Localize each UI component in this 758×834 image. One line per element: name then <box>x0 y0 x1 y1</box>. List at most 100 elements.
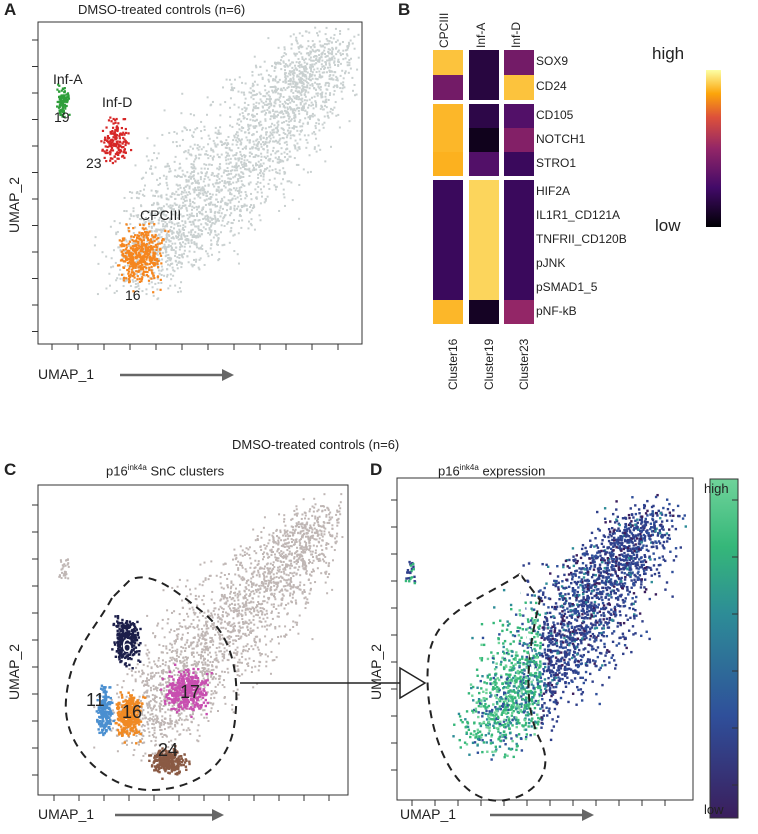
cell <box>331 48 334 51</box>
cell <box>217 259 220 262</box>
cell <box>183 204 186 207</box>
cell <box>180 254 183 257</box>
cell <box>136 216 139 219</box>
cell <box>239 583 242 586</box>
cell <box>178 256 181 259</box>
cell <box>233 554 236 557</box>
cell <box>165 235 168 238</box>
cell <box>326 39 329 42</box>
cell <box>316 67 319 70</box>
cell <box>180 645 183 648</box>
cell <box>265 131 268 134</box>
cell <box>336 524 339 527</box>
cell <box>267 542 270 545</box>
cell <box>315 137 318 140</box>
cell <box>180 237 183 240</box>
cell <box>284 556 287 559</box>
cell <box>153 152 156 155</box>
cell <box>185 199 188 202</box>
cell <box>264 635 267 638</box>
cell <box>306 598 309 601</box>
cell <box>292 61 295 64</box>
cell <box>241 655 244 658</box>
cell <box>190 653 193 656</box>
cell <box>258 172 261 175</box>
cell <box>331 50 334 53</box>
cell <box>344 57 347 60</box>
cell <box>153 230 156 233</box>
cell <box>282 167 285 170</box>
cell <box>327 98 330 101</box>
cell <box>240 120 243 123</box>
cell <box>201 187 204 190</box>
cell <box>255 130 258 133</box>
cell <box>193 243 196 246</box>
cell <box>212 692 215 695</box>
cell <box>174 649 177 652</box>
cell <box>180 233 183 236</box>
cell <box>299 78 302 81</box>
cell <box>314 100 317 103</box>
cell <box>61 94 64 97</box>
cell <box>228 241 231 244</box>
cell <box>183 235 186 238</box>
cell <box>232 176 235 179</box>
cell <box>231 143 234 146</box>
cell <box>155 230 158 233</box>
cell <box>309 50 312 53</box>
cell <box>318 58 321 61</box>
cell <box>251 146 254 149</box>
cell <box>193 662 196 665</box>
cell <box>295 522 298 525</box>
cell <box>301 45 304 48</box>
cell <box>152 202 155 205</box>
cell <box>283 204 286 207</box>
cell <box>156 247 159 250</box>
cell <box>195 225 198 228</box>
cell <box>280 87 283 90</box>
cell <box>276 158 279 161</box>
cell <box>280 598 283 601</box>
cell <box>252 125 255 128</box>
cell <box>312 50 315 53</box>
cell <box>234 158 237 161</box>
cell <box>214 221 217 224</box>
cell <box>190 163 193 166</box>
cell <box>318 40 321 43</box>
cell <box>177 224 180 227</box>
cell <box>289 119 292 122</box>
cell <box>247 665 250 668</box>
cell <box>206 624 209 627</box>
cell <box>275 61 278 64</box>
cell <box>251 147 254 150</box>
cell <box>229 183 232 186</box>
cell <box>269 137 272 140</box>
cell <box>282 560 285 563</box>
cell <box>303 70 306 73</box>
cell <box>238 192 241 195</box>
cell <box>319 529 322 532</box>
cell <box>138 287 141 290</box>
cell <box>273 592 276 595</box>
cell <box>286 612 289 615</box>
cell <box>150 226 153 229</box>
cell <box>160 206 163 209</box>
cell <box>339 507 342 510</box>
cell <box>227 142 230 145</box>
cell <box>64 107 67 110</box>
cell <box>235 181 238 184</box>
cell <box>146 211 149 214</box>
cell <box>194 587 197 590</box>
cell <box>187 727 190 730</box>
cell <box>320 93 323 96</box>
cell <box>139 273 142 276</box>
cell <box>305 77 308 80</box>
cell <box>237 232 240 235</box>
cell <box>284 132 287 135</box>
cell <box>113 220 116 223</box>
cell <box>335 75 338 78</box>
cell <box>151 675 154 678</box>
cell <box>329 518 332 521</box>
cell <box>137 197 140 200</box>
cell <box>168 167 171 170</box>
